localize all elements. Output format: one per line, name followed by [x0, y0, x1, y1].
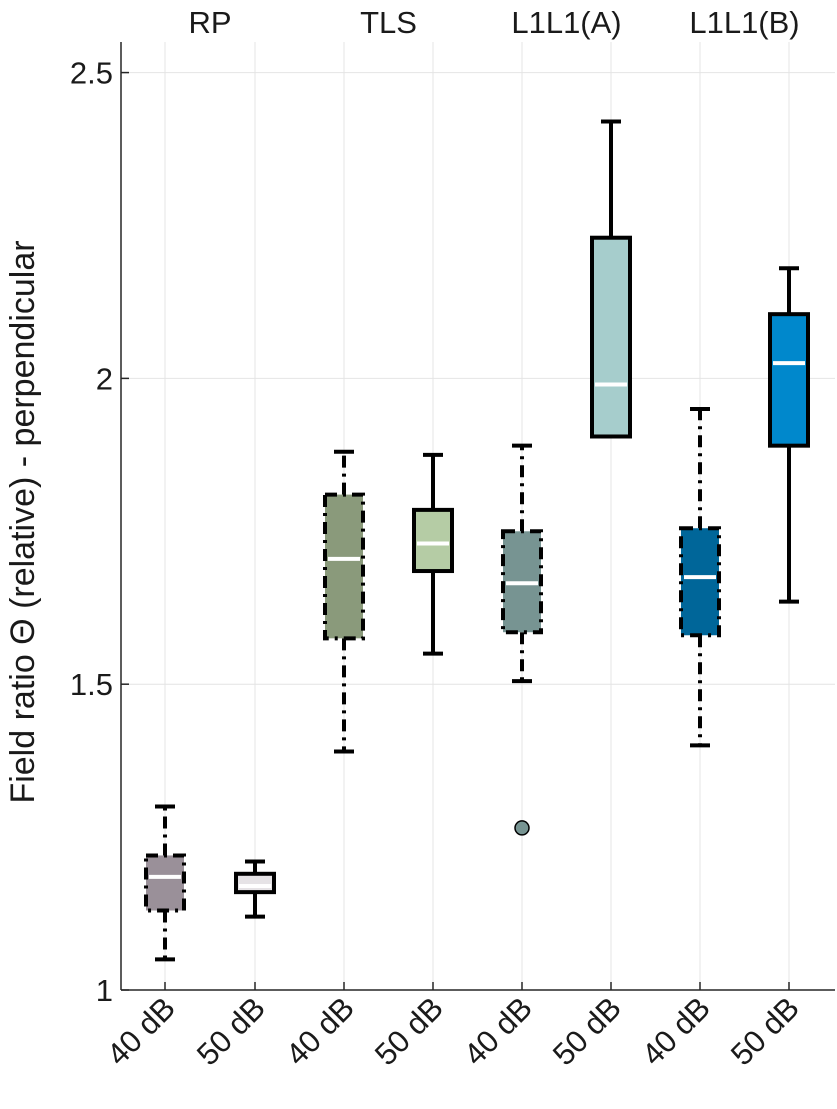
- x-tick-label: 40 dB: [279, 990, 361, 1072]
- box-7: [679, 406, 721, 748]
- box-6: [590, 119, 632, 439]
- box-5: [501, 443, 543, 836]
- x-tick-label: 40 dB: [457, 990, 539, 1072]
- box-1: [144, 804, 186, 962]
- group-label: L1L1(A): [511, 5, 621, 40]
- x-tick-label: 40 dB: [635, 990, 717, 1072]
- box-outline: [590, 235, 632, 439]
- outlier-point: [514, 820, 530, 836]
- x-tick-label: 50 dB: [368, 990, 450, 1072]
- y-tick-label: 1: [96, 973, 113, 1008]
- x-tick-label: 50 dB: [546, 990, 628, 1072]
- axes-layer: [120, 42, 835, 991]
- y-tick-label: 2.5: [70, 56, 113, 91]
- y-tick-label: 1.5: [70, 667, 113, 702]
- box-fill: [414, 509, 452, 572]
- box-outline: [144, 853, 186, 913]
- box-fill: [146, 855, 184, 911]
- box-outline: [679, 526, 721, 638]
- box-3: [323, 449, 365, 754]
- box-2: [234, 859, 276, 919]
- boxes-layer: [144, 119, 810, 962]
- box-outline: [323, 492, 365, 641]
- x-tick-label: 50 dB: [190, 990, 272, 1072]
- box-outline: [768, 312, 810, 448]
- group-label: RP: [188, 5, 231, 40]
- box-outline: [412, 507, 454, 574]
- grid-layer: [121, 42, 835, 991]
- box-fill: [236, 873, 274, 893]
- box-fill: [592, 237, 630, 437]
- x-tick-label: 50 dB: [724, 990, 806, 1072]
- y-tick-label: 2: [96, 361, 113, 396]
- box-fill: [325, 494, 363, 639]
- box-fill: [681, 528, 719, 636]
- box-4: [412, 452, 454, 656]
- box-8: [768, 266, 810, 604]
- box-outline: [234, 871, 276, 895]
- group-label: TLS: [360, 5, 417, 40]
- box-outline: [501, 529, 543, 635]
- y-axis-label: Field ratio Θ (relative) - perpendicular: [4, 240, 42, 803]
- group-label: L1L1(B): [689, 5, 799, 40]
- box-fill: [770, 314, 808, 446]
